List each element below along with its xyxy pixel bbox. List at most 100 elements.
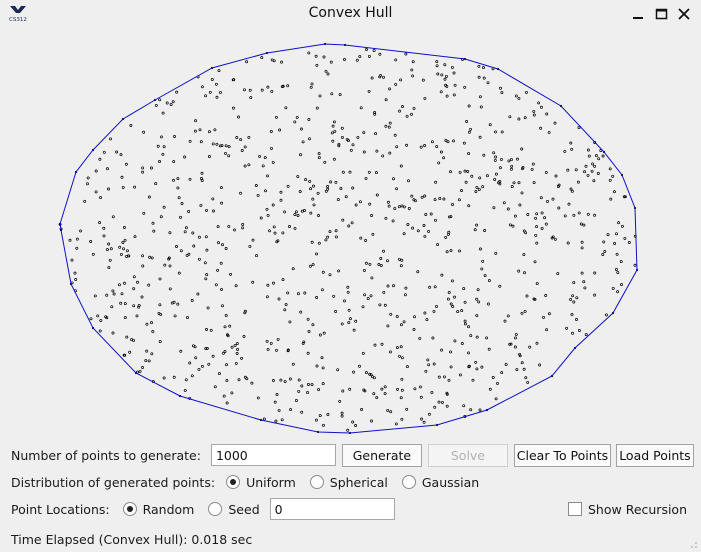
point [411, 226, 415, 230]
point [308, 179, 312, 183]
point [135, 314, 139, 318]
distribution-uniform-radio[interactable]: Uniform [226, 475, 296, 490]
close-button[interactable] [674, 4, 694, 24]
point [338, 399, 342, 403]
point [243, 375, 247, 379]
point [211, 354, 215, 358]
point [498, 284, 502, 288]
point [93, 294, 97, 298]
point [320, 288, 324, 292]
point [514, 94, 518, 98]
point [615, 232, 618, 236]
point [86, 182, 89, 186]
point [331, 124, 335, 128]
point [483, 229, 487, 232]
point [280, 60, 284, 64]
point [608, 167, 612, 171]
point [205, 248, 209, 252]
point [315, 296, 319, 299]
point [570, 147, 574, 151]
load-points-button[interactable]: Load Points [615, 443, 694, 467]
point [359, 106, 363, 110]
point [120, 175, 124, 179]
point [122, 247, 126, 251]
point [224, 151, 227, 155]
clear-to-points-button[interactable]: Clear To Points [513, 443, 611, 467]
maximize-button[interactable] [651, 4, 671, 24]
point [358, 364, 361, 368]
distribution-gaussian-radio[interactable]: Gaussian [401, 475, 479, 490]
point [619, 260, 623, 264]
point [465, 120, 469, 123]
point [480, 365, 484, 369]
point [514, 336, 517, 340]
point [137, 303, 141, 307]
show-recursion-checkbox[interactable]: Show Recursion [568, 497, 687, 521]
point [321, 382, 325, 386]
point [205, 273, 209, 277]
point [449, 302, 453, 306]
point [557, 206, 561, 210]
point [295, 115, 299, 119]
point [416, 229, 420, 233]
point [300, 127, 303, 131]
point [496, 381, 499, 385]
location-seed-radio[interactable]: Seed [208, 502, 260, 517]
generate-button[interactable]: Generate [341, 443, 422, 467]
point [386, 259, 389, 263]
num-points-input[interactable] [210, 444, 336, 466]
seed-input[interactable] [269, 498, 395, 520]
point [75, 246, 79, 250]
point [591, 162, 595, 166]
point [301, 140, 305, 144]
point [375, 193, 379, 197]
point [447, 230, 451, 234]
point [387, 125, 391, 129]
point [545, 112, 549, 116]
point [450, 279, 454, 283]
point [151, 221, 155, 225]
point [243, 309, 247, 313]
point [453, 83, 457, 87]
point [308, 264, 312, 268]
point [266, 174, 269, 178]
hull-canvas[interactable] [0, 28, 701, 440]
point [347, 308, 351, 312]
distribution-spherical-radio[interactable]: Spherical [309, 475, 388, 490]
solve-button[interactable]: Solve [427, 443, 508, 467]
point [241, 223, 245, 226]
minimize-button[interactable] [628, 4, 648, 24]
point [225, 401, 229, 405]
point [158, 98, 162, 102]
point [451, 203, 454, 206]
point [380, 342, 384, 346]
point [159, 215, 163, 219]
point [513, 345, 517, 349]
point [168, 231, 172, 235]
point [434, 180, 438, 184]
point [596, 172, 600, 175]
point [279, 378, 283, 382]
point [467, 152, 471, 156]
point [539, 105, 543, 109]
point [538, 363, 542, 367]
maximize-icon [655, 8, 668, 20]
point [266, 283, 270, 287]
point [269, 130, 273, 133]
point [423, 96, 427, 100]
resize-grip-icon[interactable] [690, 541, 698, 549]
point [265, 207, 269, 211]
point [145, 322, 149, 326]
point [394, 422, 398, 426]
point [447, 291, 451, 294]
point [362, 268, 366, 272]
point [499, 86, 502, 90]
point [316, 191, 320, 195]
point [444, 74, 448, 78]
point [388, 87, 392, 91]
point [341, 389, 345, 393]
point [584, 333, 588, 337]
location-random-radio[interactable]: Random [122, 502, 194, 517]
point [547, 312, 551, 316]
point [494, 130, 497, 134]
